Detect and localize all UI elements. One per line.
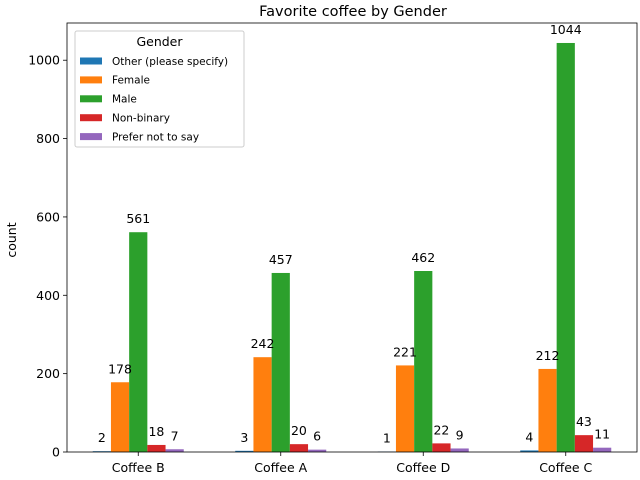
y-axis-label: count (4, 222, 19, 257)
legend-label: Prefer not to say (112, 131, 199, 143)
x-tick-label: Coffee D (396, 460, 450, 475)
legend-label: Female (112, 75, 150, 87)
y-tick-label: 1000 (28, 53, 60, 68)
bar-value-label: 4 (525, 429, 533, 444)
bar-series-1-cat-2 (395, 365, 415, 452)
bar-series-2-cat-3 (556, 42, 575, 452)
y-tick-label: 800 (36, 131, 60, 146)
bar-series-1-cat-0 (110, 382, 130, 452)
legend-label: Non-binary (112, 113, 170, 125)
bar-value-label: 1 (383, 431, 391, 446)
bar-series-4-cat-0 (165, 449, 184, 452)
bar-series-1-cat-1 (253, 357, 272, 452)
bar-labels-layer: 2 178 561 18 7 3 242 457 20 6 1 221 462 22 9 4 212 1044 43… (98, 22, 610, 446)
bar-series-2-cat-1 (271, 272, 290, 452)
bar-value-label: 18 (148, 424, 164, 439)
bar-value-label: 242 (251, 336, 275, 351)
legend-title: Gender (136, 34, 183, 49)
y-tick-label: 200 (36, 366, 60, 381)
bar-series-4-cat-3 (593, 447, 612, 452)
bar-value-label: 20 (291, 423, 307, 438)
axes-layer: Coffee B Coffee A Coffee D Coffee C 0 200 400 6… (28, 22, 638, 475)
bar-value-label: 1044 (550, 22, 582, 37)
legend-label: Other (please specify) (112, 56, 228, 68)
bar-value-label: 9 (456, 427, 464, 442)
bar-value-label: 221 (393, 344, 417, 359)
legend-frame (74, 30, 245, 148)
x-tick-label: Coffee A (254, 460, 307, 475)
bar-series-1-cat-3 (538, 368, 557, 452)
bar-value-label: 11 (594, 427, 610, 442)
bar-series-3-cat-2 (432, 443, 451, 452)
bar-series-2-cat-0 (129, 232, 148, 452)
bar-value-label: 6 (313, 429, 321, 444)
bar-series-4-cat-1 (308, 449, 327, 452)
bar-value-label: 178 (108, 361, 132, 376)
bar-value-label: 22 (433, 422, 449, 437)
x-tick-label: Coffee C (539, 460, 592, 475)
bar-series-2-cat-2 (414, 271, 433, 452)
y-tick-label: 600 (36, 209, 60, 224)
bar-series-3-cat-0 (147, 444, 166, 452)
bar-value-label: 457 (269, 252, 293, 267)
bar-value-label: 462 (411, 250, 435, 265)
legend-swatch (80, 57, 102, 65)
bar-series-3-cat-3 (574, 435, 594, 452)
bars-layer (92, 42, 612, 452)
bar-series-0-cat-1 (235, 450, 254, 452)
y-tick-label: 400 (36, 288, 60, 303)
chart-title: Favorite coffee by Gender (259, 4, 447, 20)
bar-value-label: 212 (536, 348, 560, 363)
plot-frame (66, 22, 638, 453)
bar-value-label: 561 (126, 211, 150, 226)
bar-series-3-cat-1 (289, 444, 309, 452)
bar-series-0-cat-3 (520, 450, 539, 452)
bar-value-label: 7 (171, 428, 179, 443)
bar-value-label: 3 (240, 430, 248, 445)
bar-series-4-cat-2 (450, 448, 469, 452)
legend-swatch (80, 114, 102, 122)
legend-swatch (80, 76, 102, 84)
legend-swatch (80, 133, 102, 141)
legend-entries: Other (please specify) Female Male Non-bina… (80, 56, 228, 143)
legend-label: Male (112, 94, 137, 106)
x-tick-label: Coffee B (112, 460, 165, 475)
y-tick-label: 0 (52, 445, 60, 460)
legend: Gender Other (please specify) Female Male N… (74, 30, 245, 148)
bar-value-label: 43 (576, 414, 592, 429)
legend-swatch (80, 95, 102, 103)
bar-value-label: 2 (98, 430, 106, 445)
